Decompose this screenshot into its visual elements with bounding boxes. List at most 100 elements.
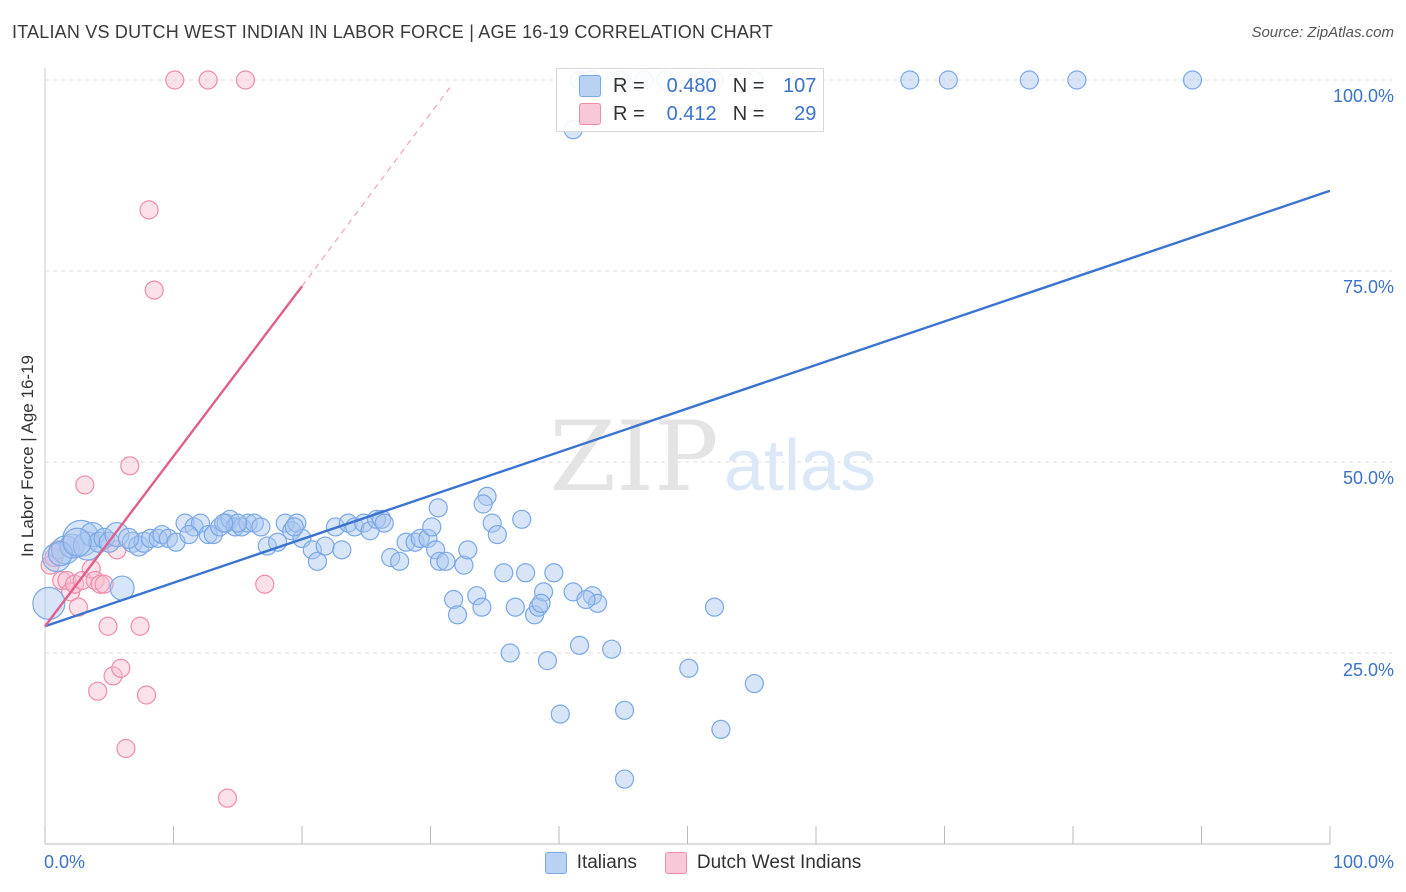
- italian-point: [569, 635, 590, 655]
- y-tick-label-75: 75.0%: [1342, 277, 1394, 297]
- dutch-west-indian-point: [111, 658, 131, 678]
- x-tick-label-100: 100.0%: [1332, 852, 1394, 872]
- italian-point: [467, 586, 487, 606]
- dutch-west-indian-point: [94, 574, 114, 594]
- dutch-west-indian-point: [130, 616, 150, 636]
- stats-legend: R = 0.480 N = 107 R = 0.412 N = 29: [556, 68, 824, 132]
- italian-point: [307, 551, 328, 571]
- italian-point: [32, 586, 66, 620]
- dutch-west-indians-legend-label: Dutch West Indians: [696, 852, 862, 873]
- italian-point: [117, 527, 140, 550]
- italian-point: [515, 563, 536, 583]
- italians-legend-label: Italians: [576, 852, 637, 873]
- italian-point: [422, 517, 442, 537]
- italian-point: [1067, 70, 1087, 90]
- dutch-west-indians-trend-line: [44, 285, 303, 627]
- italian-point: [472, 597, 492, 617]
- italian-point: [533, 582, 554, 602]
- dutch-west-indian-point: [144, 280, 164, 300]
- italian-point: [614, 700, 635, 720]
- dutch-west-indian-point: [217, 788, 238, 808]
- stats-row-italians: R = 0.480 N = 107: [557, 73, 816, 99]
- italian-point: [744, 673, 764, 694]
- italian-point: [332, 540, 352, 560]
- italian-point: [284, 517, 304, 537]
- italian-point: [544, 563, 564, 583]
- italians-legend-swatch: [544, 852, 567, 874]
- n-value: 29: [794, 102, 817, 125]
- dutch-west-indians-swatch: [579, 103, 601, 125]
- italian-point: [494, 563, 514, 583]
- italian-point: [447, 605, 468, 625]
- italian-point: [531, 593, 551, 613]
- dutch-west-indian-point: [198, 70, 218, 90]
- italian-point: [704, 597, 725, 617]
- italian-point: [410, 528, 430, 549]
- italian-point: [505, 597, 525, 617]
- r-value: 0.480: [666, 74, 717, 97]
- legend-item-dutch-west-indians[interactable]: Dutch West Indians: [664, 852, 862, 874]
- dutch-west-indian-points: [40, 70, 275, 808]
- italian-point: [228, 513, 248, 533]
- axes: [44, 68, 1331, 845]
- stats-row-dutch-west-indians: R = 0.412 N = 29: [557, 101, 816, 127]
- watermark: ZIP atlas: [549, 401, 876, 513]
- dutch-west-indians-legend-swatch: [664, 852, 687, 874]
- trend-lines: [44, 87, 1331, 628]
- italian-point: [454, 555, 474, 575]
- dutch-west-indian-point: [98, 616, 118, 636]
- italian-point: [938, 70, 958, 90]
- source-note: Source: ZipAtlas.com: [1251, 24, 1394, 41]
- chart-title: ITALIAN VS DUTCH WEST INDIAN IN LABOR FO…: [12, 22, 774, 42]
- italian-point: [214, 513, 234, 533]
- dutch-west-indian-point: [75, 475, 95, 495]
- italian-point: [436, 551, 456, 571]
- y-axis-label: In Labor Force | Age 16-19: [18, 355, 37, 557]
- italian-point: [62, 527, 92, 557]
- y-tick-label-50: 50.0%: [1342, 468, 1394, 488]
- italian-point: [602, 639, 622, 659]
- dutch-west-indian-point: [88, 681, 108, 701]
- dutch-west-indian-point: [103, 666, 123, 686]
- italians-trend-line: [44, 189, 1331, 628]
- italian-point: [405, 532, 425, 552]
- italian-point: [587, 593, 608, 613]
- series-legend: Italians Dutch West Indians: [0, 852, 1406, 874]
- italian-point: [1182, 70, 1203, 90]
- italian-point: [576, 589, 596, 610]
- italian-point: [148, 528, 168, 549]
- italian-point: [428, 498, 448, 518]
- italian-point: [179, 524, 199, 545]
- legend-item-italians[interactable]: Italians: [544, 852, 637, 874]
- italian-point: [47, 541, 74, 567]
- italian-point: [473, 494, 493, 514]
- dutch-west-indian-point: [235, 70, 256, 90]
- italian-point: [315, 536, 335, 556]
- italian-point: [614, 769, 635, 789]
- italian-point: [1019, 70, 1039, 90]
- italian-point: [537, 651, 558, 671]
- italian-point: [190, 513, 211, 533]
- italian-point: [487, 524, 507, 545]
- italian-point: [900, 70, 920, 90]
- watermark-zip: ZIP: [549, 401, 718, 513]
- n-label: N =: [732, 102, 765, 125]
- italian-point: [512, 509, 532, 529]
- dutch-west-indian-point: [136, 685, 157, 705]
- italian-point: [679, 658, 699, 678]
- x-tick-label-0: 0.0%: [44, 852, 86, 872]
- gridlines: [45, 79, 1392, 654]
- italian-point: [550, 704, 570, 724]
- dutch-west-indian-point: [139, 200, 159, 220]
- italian-point: [418, 528, 438, 549]
- n-value: 107: [783, 74, 817, 97]
- watermark-atlas: atlas: [724, 426, 876, 506]
- italian-point: [238, 513, 258, 533]
- dutch-west-indian-point: [120, 456, 140, 476]
- y-tick-label-100: 100.0%: [1332, 86, 1394, 106]
- r-label: R =: [613, 74, 645, 97]
- dutch-west-indian-point: [116, 738, 136, 759]
- italian-point: [251, 517, 271, 537]
- dutch-west-indians-trend-extension: [301, 87, 451, 287]
